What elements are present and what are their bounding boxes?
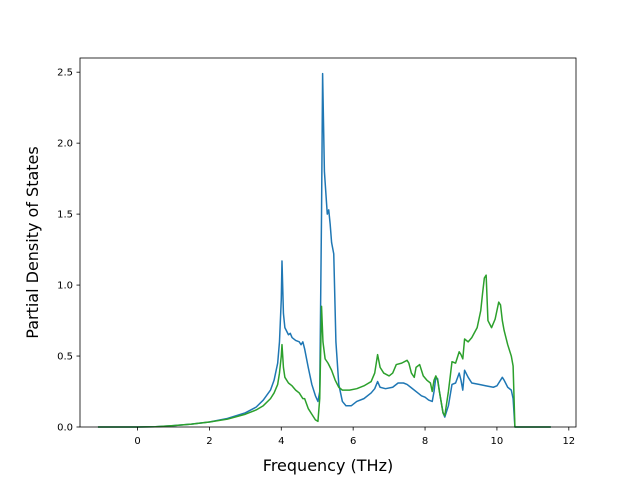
plot-area (80, 58, 576, 427)
y-tick-label: 0.5 (57, 352, 73, 363)
x-tick-label: 8 (422, 436, 428, 447)
x-tick-label: 12 (562, 436, 575, 447)
x-tick-label: 4 (278, 436, 284, 447)
x-axis-label: Frequency (THz) (263, 456, 393, 475)
y-tick-label: 1.5 (57, 210, 73, 221)
series-line-2 (97, 274, 551, 428)
y-tick-label: 2.5 (57, 68, 73, 79)
x-tick-label: 6 (350, 436, 356, 447)
series-line-1 (97, 72, 551, 428)
x-tick-label: 10 (491, 436, 504, 447)
x-ticks: 0 2 4 6 8 10 12 (134, 427, 575, 447)
x-tick-label: 2 (206, 436, 212, 447)
series-layer (97, 72, 551, 428)
y-tick-label: 2.0 (57, 139, 73, 150)
y-ticks: 0.0 0.5 1.0 1.5 2.0 2.5 (57, 68, 80, 434)
axes-frame (79, 57, 577, 428)
y-axis-label: Partial Density of States (23, 146, 42, 338)
x-tick-label: 0 (134, 436, 140, 447)
y-tick-label: 0.0 (57, 423, 73, 434)
y-tick-label: 1.0 (57, 281, 73, 292)
